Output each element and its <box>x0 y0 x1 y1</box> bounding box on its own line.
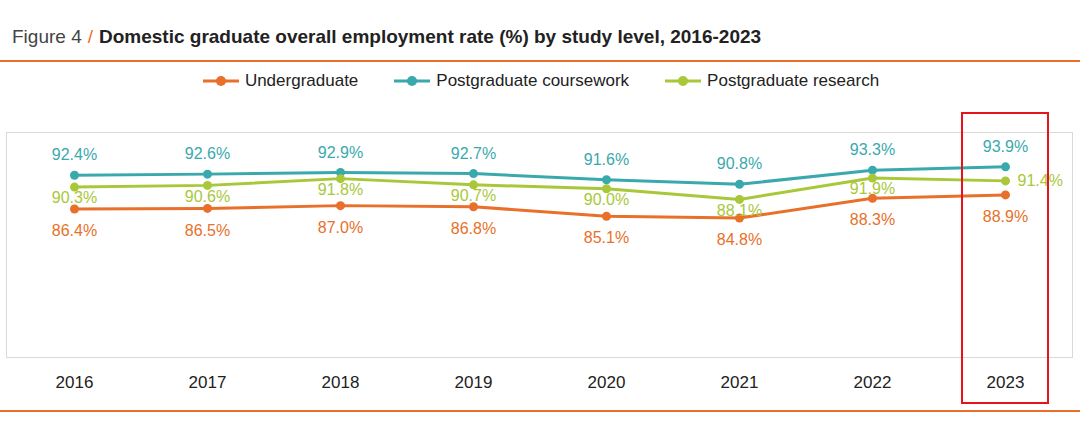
svg-text:88.3%: 88.3% <box>850 211 895 228</box>
svg-text:90.6%: 90.6% <box>185 187 230 204</box>
svg-text:2019: 2019 <box>455 373 493 392</box>
svg-text:92.6%: 92.6% <box>185 145 230 162</box>
svg-text:85.1%: 85.1% <box>584 229 629 246</box>
svg-text:92.9%: 92.9% <box>318 144 363 161</box>
html-text:Postgraduate research: Postgraduate research <box>707 71 880 90</box>
svg-text:91.8%: 91.8% <box>318 181 363 198</box>
svg-text:93.3%: 93.3% <box>850 141 895 158</box>
svg-text:91.4%: 91.4% <box>1018 172 1063 189</box>
svg-text:91.9%: 91.9% <box>850 180 895 197</box>
svg-text:2022: 2022 <box>854 373 892 392</box>
svg-text:2021: 2021 <box>721 373 759 392</box>
svg-text:90.0%: 90.0% <box>584 191 629 208</box>
svg-text:87.0%: 87.0% <box>318 219 363 236</box>
svg-text:86.4%: 86.4% <box>52 222 97 239</box>
svg-text:92.4%: 92.4% <box>52 146 97 163</box>
html-text:Postgraduate coursework: Postgraduate coursework <box>436 71 630 90</box>
svg-text:90.3%: 90.3% <box>52 189 97 206</box>
svg-text:93.9%: 93.9% <box>983 138 1028 155</box>
svg-text:90.7%: 90.7% <box>451 187 496 204</box>
svg-text:2018: 2018 <box>322 373 360 392</box>
svg-text:90.8%: 90.8% <box>717 155 762 172</box>
svg-text:88.1%: 88.1% <box>717 202 762 219</box>
svg-text:86.5%: 86.5% <box>185 222 230 239</box>
svg-text:88.9%: 88.9% <box>983 208 1028 225</box>
svg-text:2016: 2016 <box>56 373 94 392</box>
svg-text:2017: 2017 <box>189 373 227 392</box>
svg-text:84.8%: 84.8% <box>717 231 762 248</box>
html-text:Undergraduate: Undergraduate <box>244 71 359 90</box>
html-text:Figure 4 / Domestic graduate o: Figure 4 / Domestic graduate overall emp… <box>12 26 762 47</box>
svg-text:91.6%: 91.6% <box>584 151 629 168</box>
svg-text:2020: 2020 <box>588 373 626 392</box>
svg-text:92.7%: 92.7% <box>451 145 496 162</box>
svg-text:2023: 2023 <box>987 373 1025 392</box>
svg-text:86.8%: 86.8% <box>451 220 496 237</box>
